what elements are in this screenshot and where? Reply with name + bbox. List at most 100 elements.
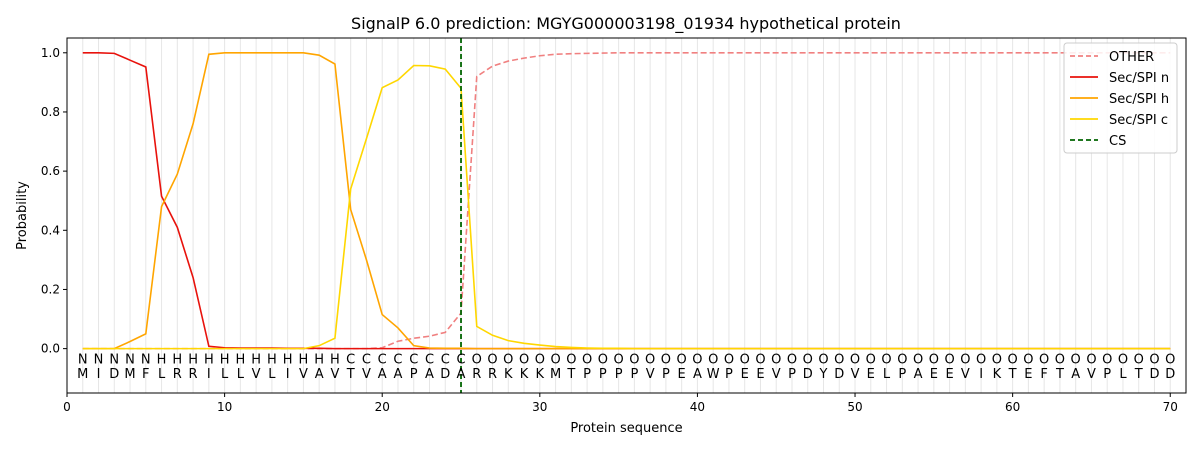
- residue-label: E: [756, 367, 764, 382]
- residue-label: I: [286, 367, 290, 382]
- region-label: O: [519, 352, 529, 367]
- residue-label: M: [77, 367, 88, 382]
- residue-label: V: [646, 367, 655, 382]
- region-label: O: [535, 352, 545, 367]
- region-label: H: [204, 352, 214, 367]
- region-label: C: [393, 352, 402, 367]
- region-label: O: [550, 352, 560, 367]
- region-label: O: [614, 352, 624, 367]
- y-tick-label: 0.4: [41, 223, 60, 237]
- region-label: H: [188, 352, 198, 367]
- residue-label: P: [898, 367, 906, 382]
- residue-label: P: [630, 367, 638, 382]
- region-label: C: [441, 352, 450, 367]
- y-tick-label: 0.0: [41, 342, 60, 356]
- residue-label: P: [599, 367, 607, 382]
- residue-label: L: [268, 367, 276, 382]
- region-label: O: [913, 352, 923, 367]
- residue-label: E: [867, 367, 875, 382]
- y-axis-label: Probability: [15, 181, 30, 250]
- region-label: O: [566, 352, 576, 367]
- region-label: H: [330, 352, 340, 367]
- sequence-labels: NMNINDNMNFHLHRHRHIHLHLHVHLHIHVHAHVCTCVCA…: [77, 352, 1175, 382]
- region-label: O: [487, 352, 497, 367]
- legend-label: OTHER: [1109, 50, 1154, 65]
- region-label: O: [1023, 352, 1033, 367]
- residue-label: E: [741, 367, 749, 382]
- region-label: O: [1039, 352, 1049, 367]
- region-label: N: [109, 352, 119, 367]
- region-label: O: [724, 352, 734, 367]
- region-label: O: [472, 352, 482, 367]
- residue-label: L: [221, 367, 229, 382]
- region-label: O: [834, 352, 844, 367]
- residue-label: P: [662, 367, 670, 382]
- region-label: N: [94, 352, 104, 367]
- residue-label: P: [615, 367, 623, 382]
- residue-label: D: [1149, 367, 1159, 382]
- region-label: C: [378, 352, 387, 367]
- residue-label: V: [772, 367, 781, 382]
- residue-label: P: [583, 367, 591, 382]
- region-label: O: [677, 352, 687, 367]
- region-label: O: [960, 352, 970, 367]
- residue-label: V: [362, 367, 371, 382]
- region-label: N: [125, 352, 135, 367]
- residue-label: M: [124, 367, 135, 382]
- residue-label: L: [158, 367, 166, 382]
- residue-label: L: [237, 367, 245, 382]
- region-label: O: [1055, 352, 1065, 367]
- x-axis-label: Protein sequence: [570, 421, 682, 436]
- residue-label: P: [788, 367, 796, 382]
- series-line: [82, 51, 1171, 350]
- region-label: H: [220, 352, 230, 367]
- region-label: C: [456, 352, 465, 367]
- residue-label: V: [961, 367, 970, 382]
- residue-label: A: [378, 367, 387, 382]
- residue-label: R: [189, 367, 198, 382]
- region-label: O: [1102, 352, 1112, 367]
- region-label: O: [598, 352, 608, 367]
- residue-label: E: [945, 367, 953, 382]
- region-label: O: [929, 352, 939, 367]
- region-label: O: [755, 352, 765, 367]
- region-label: O: [992, 352, 1002, 367]
- region-label: O: [708, 352, 718, 367]
- region-label: O: [897, 352, 907, 367]
- residue-label: K: [536, 367, 545, 382]
- region-label: O: [771, 352, 781, 367]
- region-label: O: [629, 352, 639, 367]
- region-label: O: [976, 352, 986, 367]
- region-label: O: [1008, 352, 1018, 367]
- residue-label: E: [678, 367, 686, 382]
- residue-label: I: [979, 367, 983, 382]
- y-tick-label: 1.0: [41, 46, 60, 60]
- residue-label: A: [1071, 367, 1080, 382]
- region-label: O: [692, 352, 702, 367]
- residue-label: D: [109, 367, 119, 382]
- residue-label: D: [803, 367, 813, 382]
- residue-label: F: [1040, 367, 1047, 382]
- residue-label: V: [1087, 367, 1096, 382]
- residue-label: K: [993, 367, 1002, 382]
- region-label: O: [1134, 352, 1144, 367]
- series-line: [82, 51, 1171, 350]
- residue-label: W: [707, 367, 720, 382]
- region-label: O: [866, 352, 876, 367]
- residue-label: T: [1008, 367, 1017, 382]
- region-label: H: [283, 352, 293, 367]
- x-tick-label: 70: [1163, 400, 1178, 414]
- residue-label: Y: [819, 367, 828, 382]
- residue-label: V: [252, 367, 261, 382]
- region-label: N: [141, 352, 151, 367]
- legend-label: Sec/SPI c: [1109, 113, 1168, 128]
- legend-label: Sec/SPI n: [1109, 71, 1169, 86]
- region-label: O: [645, 352, 655, 367]
- region-label: O: [850, 352, 860, 367]
- residue-label: F: [142, 367, 149, 382]
- legend-label: Sec/SPI h: [1109, 92, 1169, 107]
- series-lines: [82, 51, 1171, 350]
- region-label: O: [740, 352, 750, 367]
- residue-label: A: [457, 367, 466, 382]
